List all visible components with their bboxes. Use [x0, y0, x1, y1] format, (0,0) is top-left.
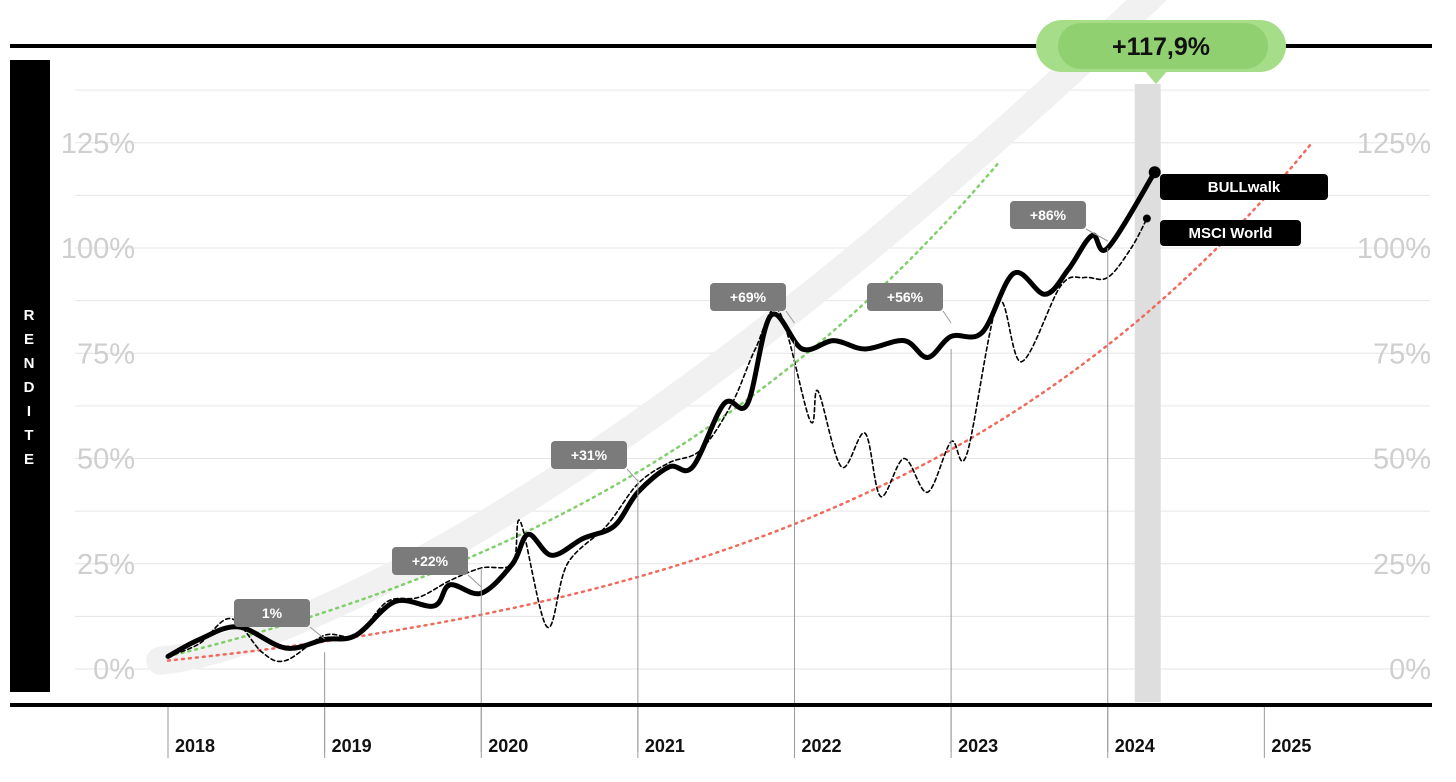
y-axis-title-letter: T: [24, 427, 33, 444]
y-tick-label-right: 0%: [1389, 654, 1431, 686]
y-axis-title-letter: E: [24, 331, 34, 348]
bottom-rule: [10, 703, 1432, 707]
legend-label: BULLwalk: [1208, 179, 1281, 196]
y-tick-label-left: 50%: [77, 444, 135, 476]
headline-value: +117,9%: [1112, 33, 1210, 61]
annotation-label: +86%: [1030, 207, 1067, 223]
x-tick-label: 2022: [801, 736, 841, 756]
annotation-connector: [309, 626, 325, 640]
y-axis-title-letter: E: [24, 451, 34, 468]
msci-world-line: [167, 217, 1148, 663]
bullwalk-endpoint: [1148, 166, 1161, 179]
annotation-box: [1010, 201, 1086, 229]
annotation-connector: [942, 310, 952, 324]
legend-tag: [1160, 220, 1301, 246]
y-tick-label-right: 50%: [1373, 444, 1431, 476]
y-axis-title-letter: N: [24, 355, 35, 372]
y-axis-title-letter: D: [24, 379, 35, 396]
frame-layer: [10, 44, 1432, 707]
annotation-box: [551, 441, 627, 469]
y-label-bar: [10, 60, 50, 692]
x-tick-label: 2019: [332, 736, 372, 756]
legend-tag: [1160, 174, 1328, 200]
y-tick-label-left: 100%: [61, 233, 135, 265]
annotation-box: [392, 547, 468, 575]
annotation-connector: [626, 468, 639, 482]
msci-endpoint: [1142, 214, 1151, 223]
label-layer: R E N D I T E0% 0%25% 25%50% 50%75% 75%100% 100%125…: [24, 20, 1431, 758]
y-tick-label-right: 25%: [1373, 549, 1431, 581]
annotation-box: [710, 283, 786, 311]
y-axis-title-letter: R: [24, 307, 35, 324]
annotation-box: [234, 599, 310, 627]
annotation-connector: [785, 310, 795, 324]
green-trend-line: [166, 162, 1000, 658]
x-tick-label: 2023: [958, 736, 998, 756]
y-axis-title-letter: I: [27, 403, 31, 420]
x-tick-label: 2018: [175, 736, 215, 756]
annotation-label: +69%: [730, 289, 767, 305]
headline-badge-inner: [1058, 23, 1268, 69]
trend-band: [146, 0, 1167, 675]
annotation-label: +56%: [887, 289, 924, 305]
y-tick-label-right: 100%: [1357, 233, 1431, 265]
x-tick-label: 2024: [1115, 736, 1155, 756]
series-layer: [165, 166, 1161, 663]
band-layer: [146, 0, 1167, 702]
annotation-connector: [467, 574, 482, 588]
legend-label: MSCI World: [1189, 225, 1273, 242]
y-tick-label-right: 75%: [1373, 338, 1431, 370]
y-tick-label-left: 0%: [93, 654, 135, 686]
headline-badge-pointer: [1144, 70, 1168, 84]
y-tick-label-right: 125%: [1357, 128, 1431, 160]
x-tick-label: 2021: [645, 736, 685, 756]
y-tick-label-left: 25%: [77, 549, 135, 581]
x-tick-label: 2020: [488, 736, 528, 756]
annotation-label: +22%: [412, 553, 449, 569]
x-tick-label: 2025: [1271, 736, 1311, 756]
annotation-label: 1%: [262, 605, 283, 621]
annotation-connector: [1085, 228, 1108, 242]
top-rule: [10, 44, 1432, 48]
annotation-label: +31%: [571, 447, 608, 463]
annotation-box: [867, 283, 943, 311]
y-tick-label-left: 75%: [77, 338, 135, 370]
bullwalk-line: [165, 169, 1158, 659]
y-tick-label-left: 125%: [61, 128, 135, 160]
